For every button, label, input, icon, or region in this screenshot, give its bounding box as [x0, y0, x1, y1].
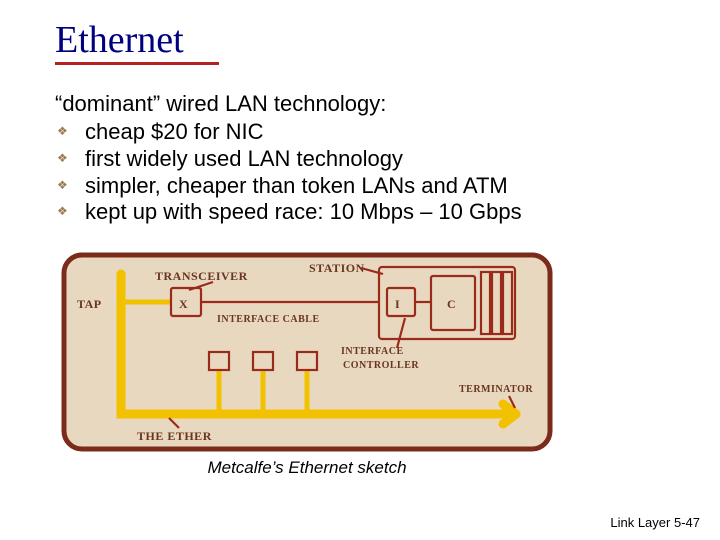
label-x: X [179, 297, 188, 311]
footer-label: Link Layer [610, 515, 670, 530]
label-tap: TAP [77, 297, 102, 311]
slide-title: Ethernet [55, 18, 184, 64]
label-i: I [395, 297, 400, 311]
footer-page: 5-47 [674, 515, 700, 530]
label-interface-ctrl-1: INTERFACE [341, 346, 404, 357]
list-item: simpler, cheaper than token LANs and ATM [57, 173, 665, 200]
bullet-list: cheap $20 for NIC first widely used LAN … [55, 119, 665, 226]
figure-caption: Metcalfe’s Ethernet sketch [61, 458, 553, 478]
label-transceiver: TRANSCEIVER [155, 269, 248, 283]
label-interface-ctrl-2: CONTROLLER [343, 360, 419, 371]
label-station: STATION [309, 261, 365, 275]
list-item: first widely used LAN technology [57, 146, 665, 173]
lead-text: “dominant” wired LAN technology: [55, 91, 665, 117]
label-terminator: TERMINATOR [459, 384, 533, 395]
list-item: cheap $20 for NIC [57, 119, 665, 146]
figure: X I C TAP TRANSCEI [61, 252, 553, 478]
label-interface-cable: INTERFACE CABLE [217, 314, 320, 325]
label-the-ether: THE ETHER [137, 429, 212, 443]
ethernet-sketch: X I C TAP TRANSCEI [61, 252, 553, 452]
label-c: C [447, 297, 456, 311]
list-item: kept up with speed race: 10 Mbps – 10 Gb… [57, 199, 665, 226]
slide-footer: Link Layer 5-47 [610, 515, 700, 530]
